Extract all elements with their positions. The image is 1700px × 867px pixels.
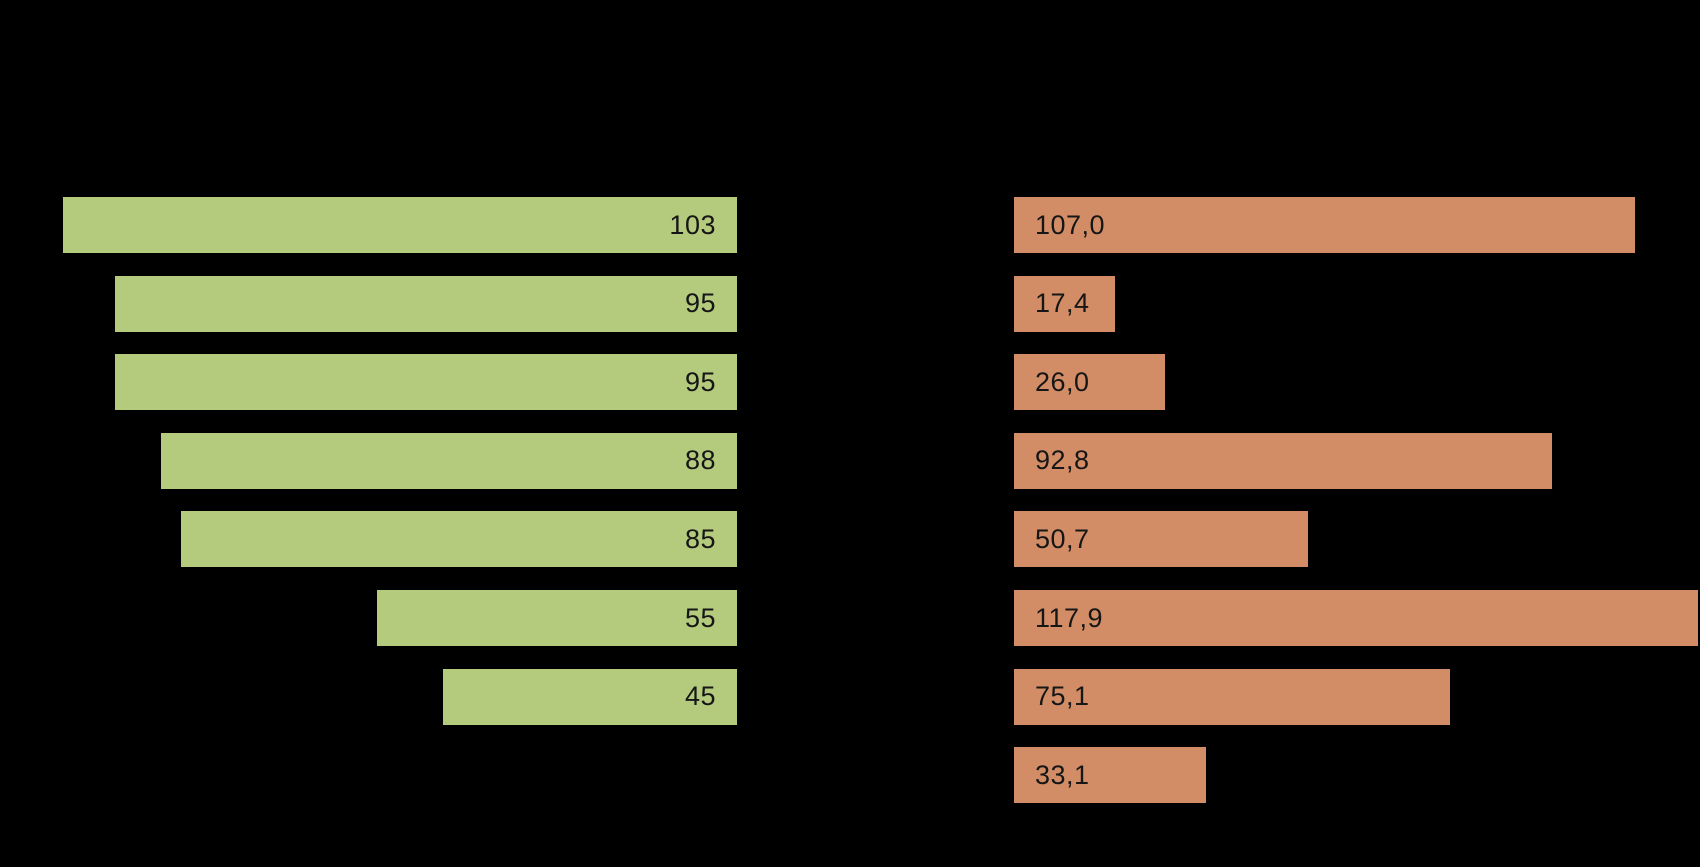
right-orange-series-bar: 26,0 [1014, 354, 1165, 411]
left-green-series-bar: 45 [442, 668, 737, 725]
right-orange-series-bar: 17,4 [1014, 275, 1115, 332]
right-orange-series-bar: 50,7 [1014, 511, 1309, 568]
bar-value-label: 26,0 [1035, 366, 1090, 397]
bar-value-label: 95 [684, 366, 716, 397]
bar-value-label: 17,4 [1035, 288, 1090, 319]
right-orange-series-bar: 75,1 [1014, 668, 1450, 725]
right-orange-series-bar: 33,1 [1014, 747, 1206, 804]
left-green-series-bar: 95 [115, 275, 737, 332]
bar-value-label: 103 [669, 209, 716, 240]
left-green-series-bar: 85 [180, 511, 737, 568]
bar-value-label: 92,8 [1035, 445, 1090, 476]
left-green-series-bar: 95 [115, 354, 737, 411]
bar-value-label: 85 [684, 523, 716, 554]
bar-value-label: 75,1 [1035, 681, 1090, 712]
bar-value-label: 45 [684, 681, 716, 712]
bar-value-label: 50,7 [1035, 523, 1090, 554]
bar-value-label: 117,9 [1035, 602, 1104, 633]
left-green-series-bar: 55 [377, 590, 737, 646]
bar-value-label: 95 [684, 288, 716, 319]
right-orange-series-bar: 117,9 [1014, 590, 1698, 646]
right-orange-series-bar: 92,8 [1014, 432, 1553, 489]
bar-value-label: 33,1 [1035, 759, 1090, 790]
right-orange-series-bar: 107,0 [1014, 197, 1635, 253]
bar-value-label: 107,0 [1035, 209, 1106, 240]
bar-value-label: 88 [684, 445, 716, 476]
bar-value-label: 55 [684, 602, 716, 633]
left-green-series-bar: 103 [62, 197, 737, 253]
left-green-series-bar: 88 [161, 432, 737, 489]
